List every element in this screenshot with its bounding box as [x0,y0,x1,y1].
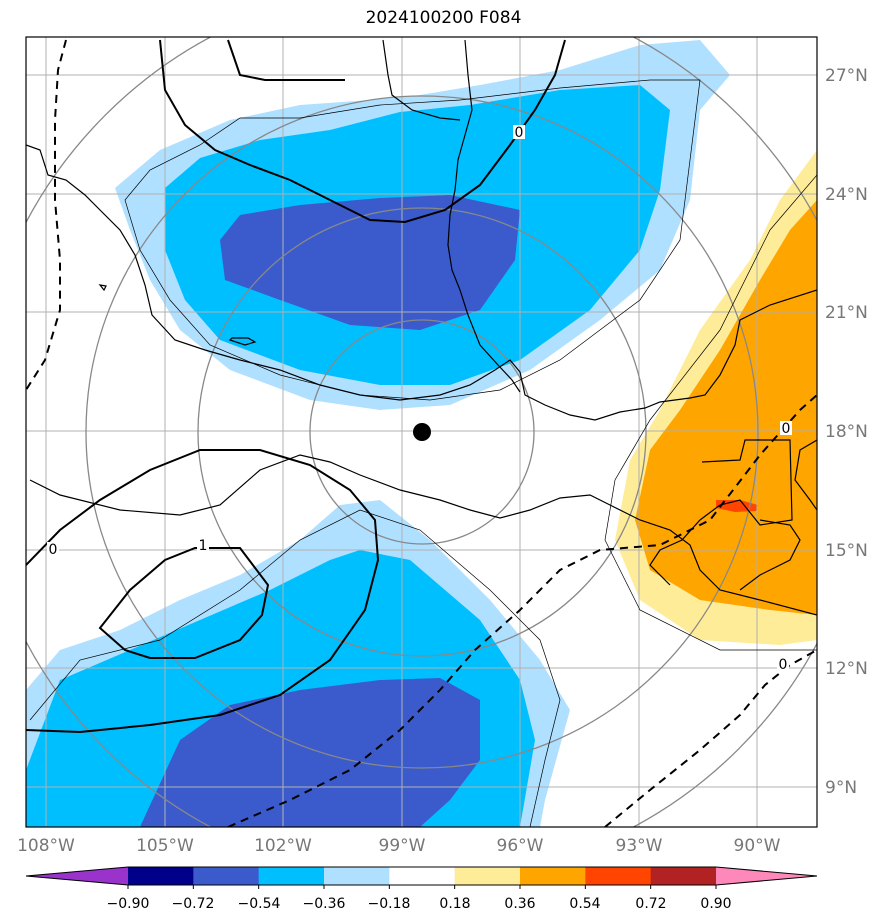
lat-label: 21°N [825,303,868,323]
anomaly-royal-blue-south [140,678,480,827]
lat-label: 12°N [825,659,868,679]
map-title: 2024100200 F084 [365,8,522,28]
longitude-labels: 108°W 105°W 102°W 99°W 96°W 93°W 90°W [17,836,781,856]
lat-lon-grid [26,37,817,827]
dashed-contours [26,39,817,827]
colorbar-segment [258,867,325,885]
contour-label-0-southeast: 0 [779,657,788,673]
storm-center-marker [413,423,431,441]
lat-label: 9°N [825,778,857,798]
thin-contour [124,79,701,401]
colorbar-segment [585,867,652,885]
coastlines [26,39,817,616]
lat-label: 24°N [825,185,868,205]
lat-label: 15°N [825,541,868,561]
colorbar-segment [520,867,586,885]
colorbar-segment [128,867,194,885]
contour-label-0-west: 0 [49,542,58,558]
lon-label: 99°W [379,836,426,856]
lon-label: 96°W [497,836,544,856]
colorbar-segment [324,867,390,885]
contour-label-0-east: 0 [782,421,791,437]
lat-label: 27°N [825,66,868,86]
colorbar-tick-label: −0.18 [368,896,411,912]
contour-lines [26,39,566,734]
contour-label-0-north: 0 [515,125,524,141]
lon-label: 108°W [17,836,75,856]
lon-label: 93°W [616,836,663,856]
thin-contour-south [29,509,561,827]
colorbar-tick-label: 0.90 [700,896,731,912]
anomaly-royal-blue-north [220,195,520,330]
colorbar-tick-label: 0.72 [635,896,666,912]
colorbar-extend-max [716,867,817,885]
colorbar-tick-label: 0.36 [504,896,535,912]
thin-contour-east [604,174,817,651]
contour-label-1: 1 [199,538,208,554]
colorbar: −0.90 −0.72 −0.54 −0.36 −0.18 0.18 0.36 … [25,866,818,912]
latitude-labels: 27°N 24°N 21°N 18°N 15°N 12°N 9°N [825,66,868,798]
colorbar-extend-min [26,867,128,885]
colorbar-ticks [127,885,717,889]
range-rings [26,37,817,827]
colorbar-tick-label: −0.72 [172,896,215,912]
lon-label: 102°W [254,836,312,856]
colorbar-labels: −0.90 −0.72 −0.54 −0.36 −0.18 0.18 0.36 … [107,896,732,912]
colorbar-segment [650,867,717,885]
anomaly-orange-east [635,200,817,615]
colorbar-tick-label: 0.18 [439,896,470,912]
colorbar-tick-label: −0.90 [107,896,150,912]
colorbar-tick-label: 0.54 [569,896,600,912]
colorbar-segment [193,867,260,885]
colorbar-tick-label: −0.36 [303,896,346,912]
colorbar-tick-label: −0.54 [238,896,281,912]
map-frame [25,36,818,828]
lat-label: 18°N [825,422,868,442]
lon-label: 105°W [136,836,194,856]
colorbar-segment [454,867,521,885]
colorbar-segments [26,867,817,885]
map-content [26,37,817,827]
lon-label: 90°W [734,836,781,856]
contour-labels: 0 0 1 0 0 [47,125,792,673]
colorbar-segment [389,867,456,885]
